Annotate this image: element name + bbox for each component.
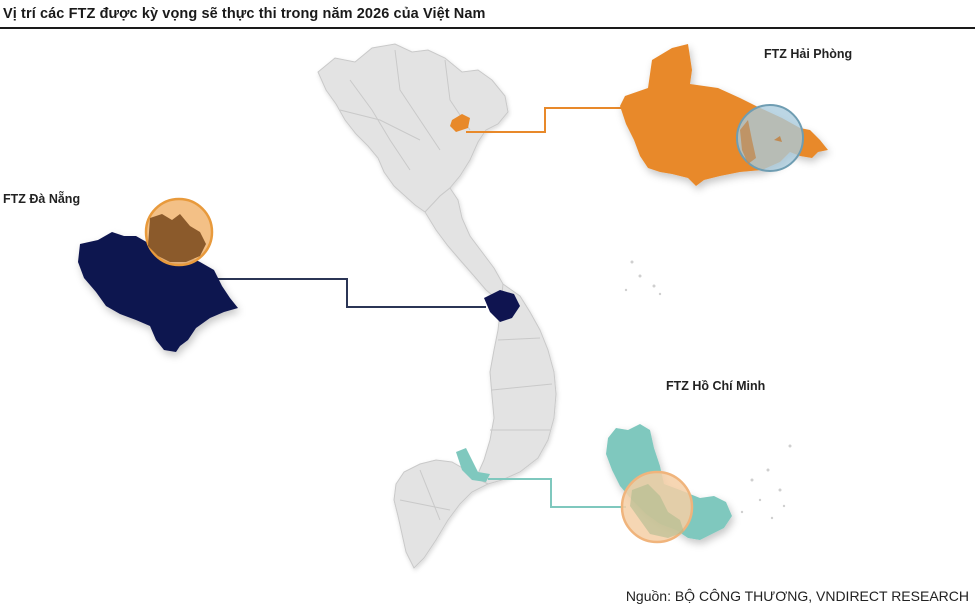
title-divider — [0, 27, 975, 29]
source-note: Nguồn: BỘ CÔNG THƯƠNG, VNDIRECT RESEARCH — [625, 588, 969, 604]
hai-phong-detail — [620, 44, 828, 186]
vietnam-base-map — [317, 43, 557, 569]
da-nang-detail — [78, 232, 238, 352]
label-ftz-da-nang: FTZ Đà Nẵng — [3, 192, 81, 206]
hai-phong-region — [450, 114, 470, 132]
label-ftz-ho-chi-minh: FTZ Hồ Chí Minh — [666, 379, 766, 393]
hcm-region — [456, 448, 490, 482]
da-nang-connector — [214, 278, 486, 308]
page-title: Vị trí các FTZ được kỳ vọng sẽ thực thi … — [3, 6, 486, 22]
label-ftz-hai-phong: FTZ Hải Phòng — [764, 47, 853, 61]
hcm-detail — [606, 424, 732, 540]
islands — [624, 260, 792, 520]
hcm-connector — [488, 478, 626, 508]
hai-phong-connector — [466, 107, 625, 133]
da-nang-region — [484, 290, 520, 322]
